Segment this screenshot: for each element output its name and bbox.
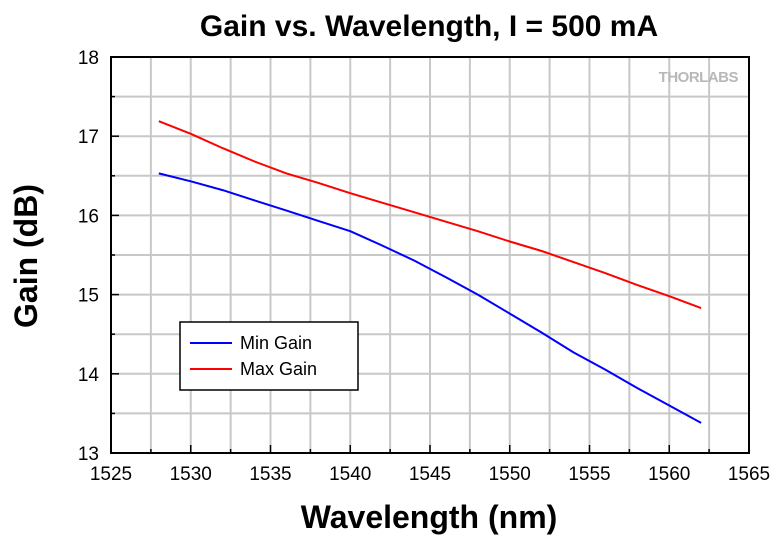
y-tick-label: 17 <box>78 127 99 148</box>
y-tick-label: 13 <box>78 444 99 465</box>
x-tick-label: 1525 <box>90 464 132 485</box>
legend: Min Gain Max Gain <box>179 321 359 391</box>
x-tick-label: 1530 <box>170 464 212 485</box>
x-axis-label: Wavelength (nm) <box>301 499 558 535</box>
chart-title: Gain vs. Wavelength, I = 500 mA <box>200 10 658 43</box>
legend-label-max-gain: Max Gain <box>240 359 317 379</box>
y-axis-label: Gain (dB) <box>8 184 44 328</box>
legend-box <box>179 321 359 391</box>
x-tick-label: 1540 <box>329 464 371 485</box>
y-tick-label: 15 <box>78 286 99 307</box>
y-tick-label: 18 <box>78 48 99 69</box>
watermark-logo: THORLABS <box>659 69 739 86</box>
series-line-min-gain <box>158 172 702 424</box>
x-tick-label: 1560 <box>648 464 690 485</box>
legend-label-min-gain: Min Gain <box>240 333 312 353</box>
series-lines <box>158 120 702 424</box>
x-tick-label: 1545 <box>409 464 451 485</box>
grid <box>111 57 749 453</box>
y-tick-label: 16 <box>78 206 99 227</box>
axis-ticks: 1525 1530 1535 1540 1545 1550 1555 1560 1565 13 14… <box>78 48 770 485</box>
x-tick-label: 1550 <box>489 464 531 485</box>
y-tick-label: 14 <box>78 365 100 386</box>
x-tick-label: 1565 <box>728 464 770 485</box>
x-tick-label: 1555 <box>568 464 610 485</box>
series-line-max-gain <box>158 120 702 310</box>
x-tick-label: 1535 <box>249 464 291 485</box>
